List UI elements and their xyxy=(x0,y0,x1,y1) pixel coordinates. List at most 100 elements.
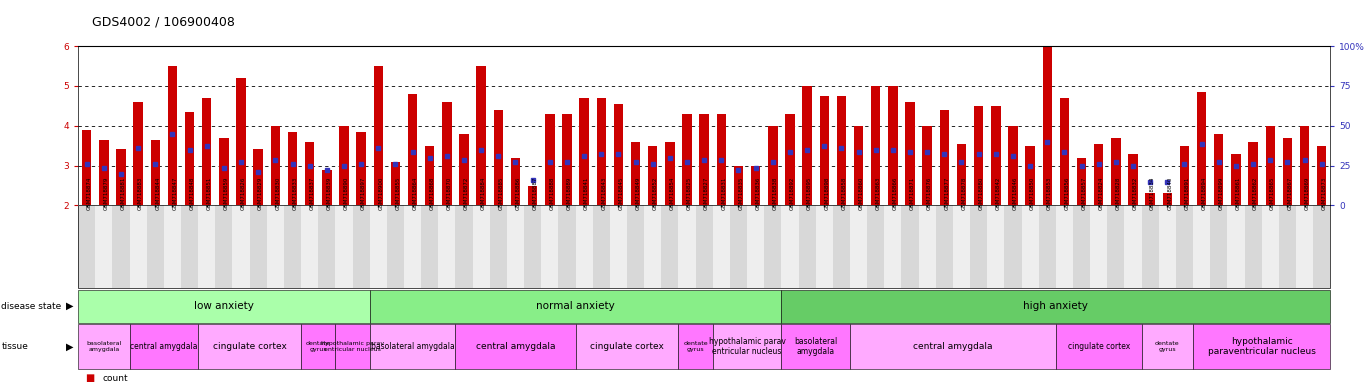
Bar xyxy=(288,132,297,205)
Bar xyxy=(167,66,177,205)
Text: GSM718874: GSM718874 xyxy=(86,176,92,210)
Text: GSM718890: GSM718890 xyxy=(344,176,349,210)
Bar xyxy=(306,142,314,205)
Text: GSM718900: GSM718900 xyxy=(378,176,384,210)
Bar xyxy=(854,126,863,205)
Text: basolateral
amygdala: basolateral amygdala xyxy=(86,341,122,352)
Text: hypothalamic parav
entricular nucleus: hypothalamic parav entricular nucleus xyxy=(708,337,785,356)
Bar xyxy=(390,162,400,205)
Bar xyxy=(1025,146,1034,205)
Bar xyxy=(1095,144,1103,205)
Text: disease state: disease state xyxy=(1,302,62,311)
Text: GSM718845: GSM718845 xyxy=(618,176,623,210)
Bar xyxy=(956,144,966,205)
Bar xyxy=(340,126,349,205)
Text: GSM718844: GSM718844 xyxy=(155,176,160,210)
Bar xyxy=(888,86,897,205)
Text: GSM718831: GSM718831 xyxy=(722,176,726,210)
Bar xyxy=(443,102,452,205)
Bar xyxy=(1111,138,1121,205)
Text: GSM718848: GSM718848 xyxy=(189,176,195,210)
Text: GSM718887: GSM718887 xyxy=(533,176,537,210)
Text: GSM718840: GSM718840 xyxy=(1167,176,1173,210)
Text: GSM718879: GSM718879 xyxy=(104,176,108,210)
Text: GSM718828: GSM718828 xyxy=(1115,176,1121,210)
Text: GSM718891: GSM718891 xyxy=(1185,176,1189,210)
Text: GSM718860: GSM718860 xyxy=(859,176,863,210)
Bar xyxy=(940,110,949,205)
Bar xyxy=(99,140,108,205)
Text: hypothalamic
paraventricular nucleus: hypothalamic paraventricular nucleus xyxy=(1208,337,1315,356)
Text: GSM718858: GSM718858 xyxy=(841,176,847,210)
Text: GSM718825: GSM718825 xyxy=(686,176,692,210)
Bar xyxy=(819,96,829,205)
Bar xyxy=(185,112,195,205)
Text: GSM718835: GSM718835 xyxy=(738,176,744,210)
Bar xyxy=(356,132,366,205)
Bar xyxy=(785,114,795,205)
Text: GSM718869: GSM718869 xyxy=(1304,176,1310,210)
Text: GSM718877: GSM718877 xyxy=(944,176,949,210)
Bar xyxy=(1214,134,1223,205)
Bar xyxy=(922,126,932,205)
Text: GSM718895: GSM718895 xyxy=(807,176,812,210)
Bar xyxy=(717,114,726,205)
Text: high anxiety: high anxiety xyxy=(1023,301,1088,311)
Text: dentate
gyrus: dentate gyrus xyxy=(1155,341,1180,352)
Bar xyxy=(151,140,160,205)
Text: GSM718861: GSM718861 xyxy=(1236,176,1241,210)
Text: central amygdala: central amygdala xyxy=(475,342,555,351)
Text: dentate
gyrus: dentate gyrus xyxy=(306,341,330,352)
Bar xyxy=(374,66,384,205)
Bar xyxy=(580,98,589,205)
Text: GSM718850: GSM718850 xyxy=(1030,176,1036,210)
Bar xyxy=(871,86,881,205)
Bar xyxy=(1129,154,1137,205)
Text: cingulate cortex: cingulate cortex xyxy=(1067,342,1130,351)
Bar xyxy=(1232,154,1241,205)
Bar xyxy=(408,94,418,205)
Text: GSM718843: GSM718843 xyxy=(601,176,607,210)
Text: tissue: tissue xyxy=(1,342,29,351)
Bar xyxy=(837,96,847,205)
Bar xyxy=(82,130,92,205)
Text: GSM718897: GSM718897 xyxy=(362,176,366,210)
Text: GSM718863: GSM718863 xyxy=(875,176,881,210)
Bar xyxy=(906,102,915,205)
Text: GSM718878: GSM718878 xyxy=(962,176,966,210)
Text: GSM718826: GSM718826 xyxy=(241,176,247,210)
Bar xyxy=(527,185,537,205)
Text: GSM718872: GSM718872 xyxy=(464,176,469,210)
Text: GSM718829: GSM718829 xyxy=(258,176,263,210)
Bar xyxy=(700,114,708,205)
Bar xyxy=(201,98,211,205)
Text: GSM718894: GSM718894 xyxy=(1201,176,1207,210)
Text: cingulate cortex: cingulate cortex xyxy=(212,342,286,351)
Text: GSM718898: GSM718898 xyxy=(825,176,829,210)
Text: hypothalamic parav
entricular nucleus: hypothalamic parav entricular nucleus xyxy=(321,341,384,352)
Bar xyxy=(1059,98,1069,205)
Text: GSM718892: GSM718892 xyxy=(790,176,795,210)
Bar xyxy=(1248,142,1258,205)
Bar xyxy=(133,102,142,205)
Bar xyxy=(803,86,812,205)
Bar xyxy=(511,157,521,205)
Text: GSM718883: GSM718883 xyxy=(138,176,142,210)
Text: GSM718836: GSM718836 xyxy=(756,176,760,210)
Bar xyxy=(596,98,606,205)
Bar xyxy=(545,114,555,205)
Text: GSM718852: GSM718852 xyxy=(652,176,658,210)
Text: ▶: ▶ xyxy=(66,341,73,352)
Text: GSM718881: GSM718881 xyxy=(121,176,126,210)
Bar xyxy=(1077,157,1086,205)
Bar xyxy=(116,149,126,205)
Bar xyxy=(562,114,571,205)
Bar xyxy=(1300,126,1310,205)
Text: cingulate cortex: cingulate cortex xyxy=(590,342,664,351)
Bar xyxy=(1266,126,1275,205)
Bar xyxy=(682,114,692,205)
Text: GSM718865: GSM718865 xyxy=(1270,176,1275,210)
Text: GSM718862: GSM718862 xyxy=(1254,176,1258,210)
Text: GSM718859: GSM718859 xyxy=(223,176,229,210)
Bar xyxy=(1282,138,1292,205)
